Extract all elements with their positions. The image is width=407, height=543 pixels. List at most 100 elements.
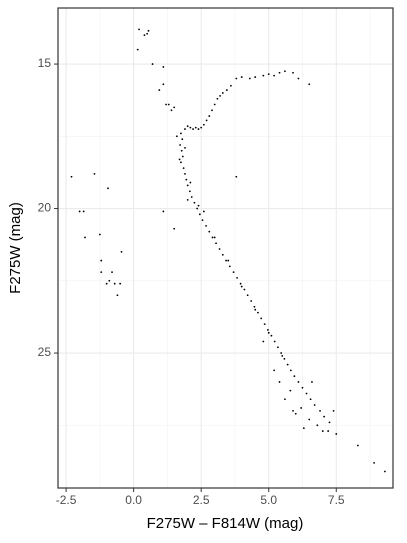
point bbox=[327, 430, 330, 432]
point bbox=[93, 172, 96, 175]
point bbox=[248, 77, 251, 80]
point bbox=[239, 282, 242, 285]
point bbox=[162, 66, 165, 68]
point bbox=[254, 308, 257, 311]
point bbox=[162, 210, 165, 213]
point bbox=[309, 398, 312, 401]
point bbox=[197, 204, 200, 207]
point bbox=[218, 248, 221, 250]
point bbox=[254, 76, 257, 78]
point bbox=[302, 427, 305, 430]
point bbox=[293, 375, 296, 378]
point bbox=[138, 28, 140, 31]
point bbox=[373, 461, 375, 464]
point bbox=[190, 196, 193, 198]
point bbox=[281, 355, 284, 357]
point bbox=[323, 415, 326, 418]
point bbox=[182, 167, 185, 169]
point bbox=[225, 259, 227, 262]
point bbox=[186, 184, 189, 187]
point bbox=[165, 103, 167, 106]
point bbox=[186, 125, 189, 128]
point bbox=[280, 352, 283, 354]
point bbox=[120, 251, 123, 253]
point bbox=[208, 230, 211, 233]
point bbox=[192, 128, 194, 130]
point bbox=[278, 381, 281, 383]
point bbox=[193, 201, 196, 204]
point bbox=[240, 285, 243, 288]
point bbox=[283, 357, 286, 360]
point bbox=[181, 155, 184, 158]
point bbox=[225, 89, 228, 91]
point bbox=[383, 470, 386, 473]
point bbox=[211, 236, 214, 239]
point bbox=[328, 421, 331, 424]
point bbox=[227, 259, 230, 262]
point bbox=[111, 271, 113, 274]
point bbox=[180, 161, 182, 164]
points bbox=[70, 28, 386, 473]
point bbox=[313, 404, 316, 406]
point bbox=[215, 242, 217, 245]
point bbox=[188, 190, 191, 193]
point bbox=[257, 311, 259, 314]
point bbox=[236, 277, 239, 279]
point bbox=[263, 323, 266, 326]
point bbox=[100, 271, 103, 274]
point bbox=[180, 132, 182, 135]
x-tick-label: 5.0 bbox=[260, 493, 277, 507]
point bbox=[147, 29, 150, 32]
point bbox=[208, 115, 211, 117]
point bbox=[181, 138, 184, 141]
point bbox=[184, 128, 186, 130]
point bbox=[294, 412, 297, 415]
point bbox=[311, 381, 313, 383]
point bbox=[167, 103, 170, 106]
point bbox=[308, 83, 311, 86]
point bbox=[297, 77, 300, 80]
point bbox=[277, 346, 279, 349]
point bbox=[292, 409, 294, 412]
point bbox=[213, 236, 216, 239]
point bbox=[197, 128, 200, 130]
point bbox=[273, 369, 276, 372]
point bbox=[273, 74, 276, 77]
point bbox=[228, 265, 231, 268]
point bbox=[250, 300, 253, 302]
point bbox=[98, 233, 101, 236]
point bbox=[213, 103, 216, 106]
point bbox=[262, 74, 265, 77]
point bbox=[173, 106, 176, 109]
point bbox=[316, 424, 319, 427]
point bbox=[297, 381, 300, 383]
point bbox=[211, 109, 213, 112]
point bbox=[267, 73, 270, 76]
point bbox=[119, 282, 122, 285]
point bbox=[196, 207, 199, 210]
point bbox=[113, 282, 116, 285]
x-axis-title: F275W – F814W (mag) bbox=[147, 515, 304, 532]
point bbox=[146, 32, 149, 35]
point bbox=[180, 149, 183, 152]
x-tick-label: -2.5 bbox=[56, 493, 77, 507]
y-axis-title: F275W (mag) bbox=[7, 202, 24, 294]
point bbox=[70, 175, 73, 178]
point bbox=[221, 92, 224, 94]
point bbox=[267, 331, 270, 334]
point bbox=[186, 198, 189, 201]
point bbox=[267, 329, 269, 331]
point bbox=[270, 334, 273, 337]
point bbox=[289, 369, 292, 372]
point bbox=[308, 418, 311, 421]
point bbox=[189, 126, 192, 129]
point bbox=[216, 97, 219, 100]
point bbox=[84, 236, 86, 239]
point bbox=[243, 288, 246, 291]
point bbox=[202, 210, 205, 213]
point bbox=[143, 34, 146, 37]
point bbox=[178, 158, 181, 161]
point bbox=[235, 77, 238, 80]
